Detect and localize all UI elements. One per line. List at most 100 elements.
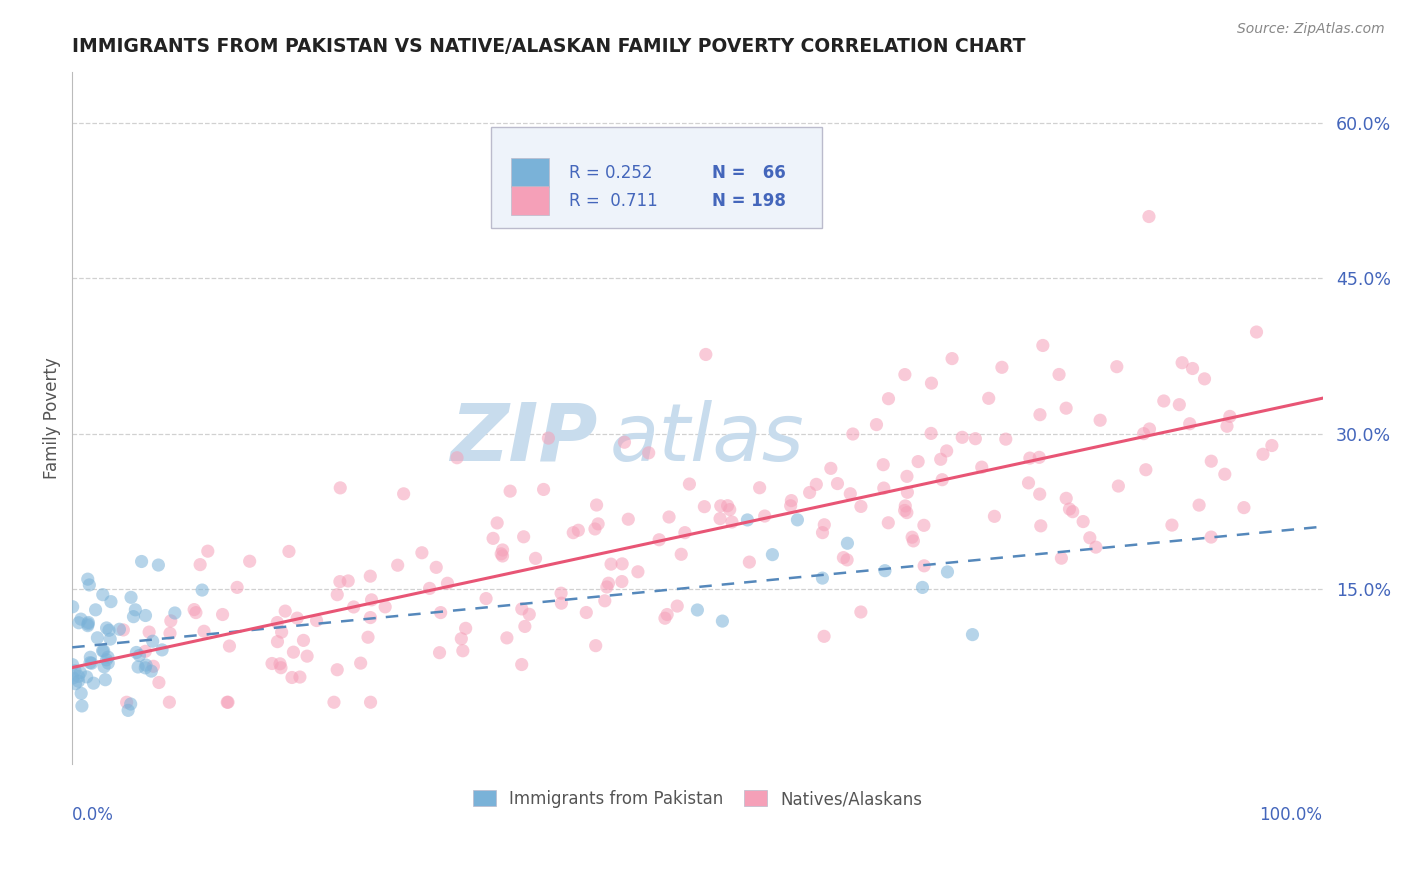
Point: [575, 606, 598, 620]
Point: [637, 446, 659, 460]
Point: [832, 550, 855, 565]
Point: [718, 502, 741, 516]
Point: [1194, 372, 1216, 386]
Point: [326, 588, 349, 602]
Point: [69, 665, 91, 680]
Point: [120, 697, 142, 711]
Point: [962, 627, 984, 641]
Text: atlas: atlas: [610, 400, 804, 478]
Point: [510, 602, 533, 616]
Point: [695, 347, 717, 361]
Point: [183, 602, 205, 616]
Point: [278, 544, 301, 558]
Point: [62, 671, 84, 685]
Point: [266, 615, 288, 630]
Point: [1216, 419, 1239, 434]
Point: [1047, 368, 1070, 382]
Point: [77, 617, 100, 632]
Point: [454, 621, 477, 635]
Point: [163, 606, 186, 620]
Point: [842, 427, 865, 442]
Point: [148, 558, 170, 572]
Point: [84, 603, 107, 617]
Point: [67, 615, 90, 630]
Point: [79, 656, 101, 670]
Point: [70, 612, 93, 626]
Point: [598, 576, 620, 591]
Point: [929, 452, 952, 467]
Point: [827, 476, 849, 491]
Point: [295, 649, 318, 664]
Point: [517, 607, 540, 622]
Point: [786, 513, 808, 527]
Point: [896, 469, 918, 483]
Point: [537, 431, 560, 445]
Point: [754, 509, 776, 524]
Point: [994, 432, 1017, 446]
Point: [374, 599, 396, 614]
Point: [1261, 438, 1284, 452]
Point: [94, 673, 117, 687]
Point: [122, 609, 145, 624]
Point: [849, 605, 872, 619]
Point: [70, 686, 93, 700]
Point: [425, 560, 447, 574]
Point: [911, 581, 934, 595]
Point: [159, 614, 181, 628]
Point: [80, 657, 103, 671]
Point: [1054, 401, 1077, 416]
Point: [610, 574, 633, 589]
Point: [1018, 451, 1040, 466]
Point: [1029, 408, 1052, 422]
Text: R =  0.711: R = 0.711: [568, 192, 658, 210]
Point: [983, 509, 1005, 524]
Point: [1088, 413, 1111, 427]
Point: [936, 565, 959, 579]
Point: [70, 698, 93, 713]
Point: [737, 513, 759, 527]
Point: [159, 626, 181, 640]
Point: [748, 481, 770, 495]
Point: [761, 548, 783, 562]
Point: [350, 656, 373, 670]
Point: [586, 516, 609, 531]
Point: [1028, 487, 1050, 501]
Point: [512, 530, 534, 544]
Point: [150, 643, 173, 657]
Point: [226, 580, 249, 594]
Point: [965, 432, 987, 446]
Point: [711, 614, 734, 628]
Point: [1188, 498, 1211, 512]
Point: [211, 607, 233, 622]
Point: [134, 644, 156, 658]
Point: [562, 525, 585, 540]
Point: [666, 599, 689, 613]
Point: [585, 639, 607, 653]
Point: [79, 650, 101, 665]
Point: [142, 659, 165, 673]
Point: [96, 621, 118, 635]
Point: [1071, 515, 1094, 529]
Point: [260, 657, 283, 671]
Point: [811, 525, 834, 540]
Point: [813, 629, 835, 643]
Point: [1246, 325, 1268, 339]
Point: [125, 645, 148, 659]
Point: [585, 498, 607, 512]
Point: [1213, 467, 1236, 482]
Point: [98, 624, 121, 638]
Point: [419, 582, 441, 596]
FancyBboxPatch shape: [512, 158, 548, 187]
Point: [799, 485, 821, 500]
Point: [489, 547, 512, 561]
Point: [678, 477, 700, 491]
Text: N = 198: N = 198: [713, 192, 786, 210]
Point: [450, 632, 472, 646]
Point: [813, 517, 835, 532]
Text: IMMIGRANTS FROM PAKISTAN VS NATIVE/ALASKAN FAMILY POVERTY CORRELATION CHART: IMMIGRANTS FROM PAKISTAN VS NATIVE/ALASK…: [72, 37, 1026, 56]
Point: [612, 557, 634, 571]
Point: [76, 618, 98, 632]
Point: [62, 657, 84, 672]
Point: [811, 571, 834, 585]
Point: [134, 608, 156, 623]
